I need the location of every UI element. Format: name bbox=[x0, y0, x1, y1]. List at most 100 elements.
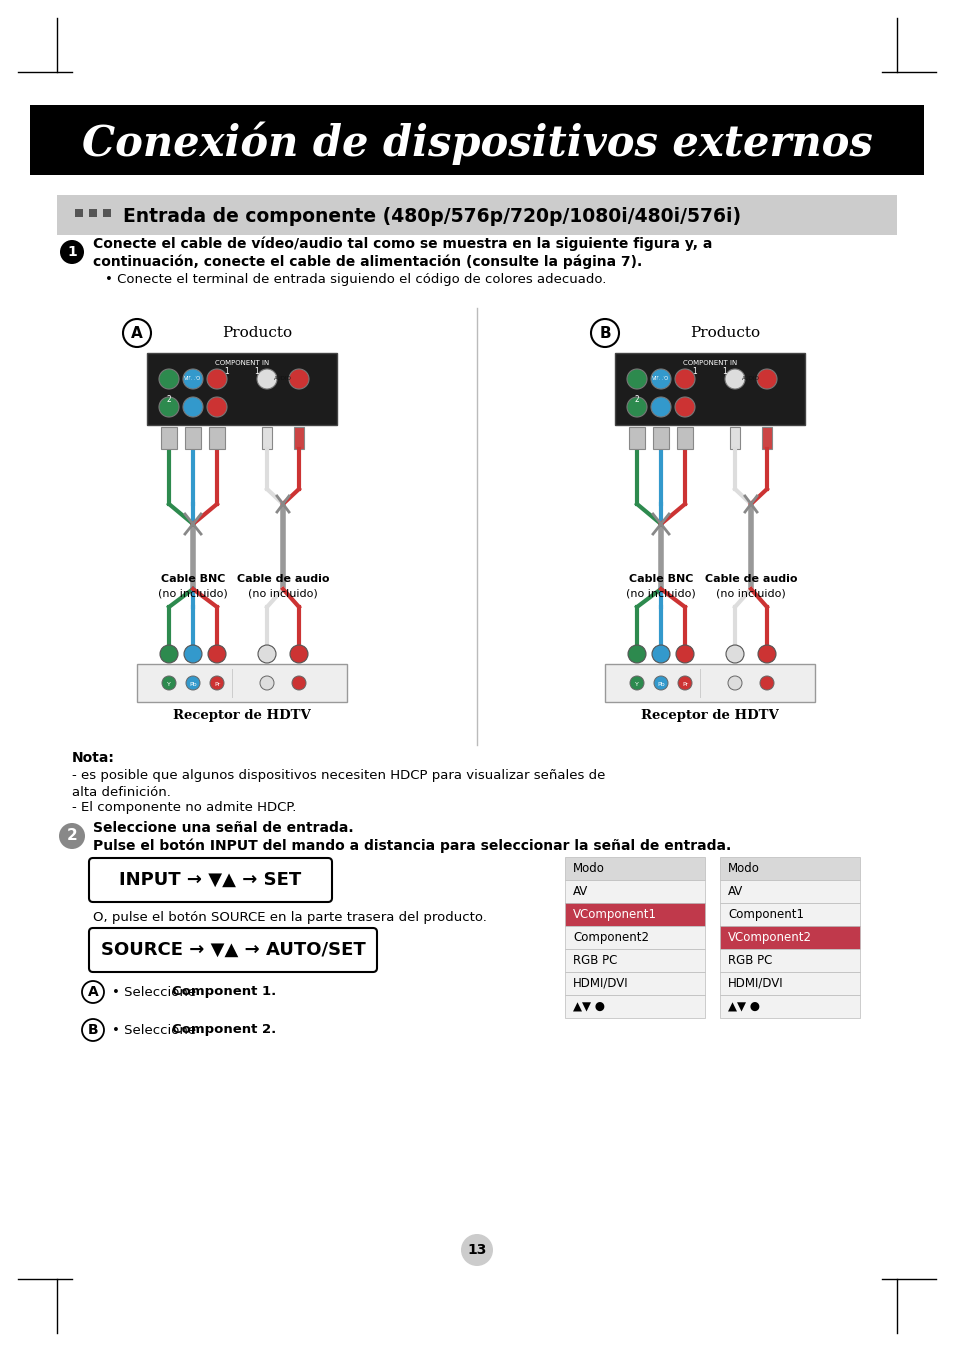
Circle shape bbox=[60, 240, 84, 263]
Text: HDMI/DVI: HDMI/DVI bbox=[727, 977, 782, 990]
Circle shape bbox=[183, 397, 203, 417]
Circle shape bbox=[159, 369, 179, 389]
Text: SOURCE → ▼▲ → AUTO/SET: SOURCE → ▼▲ → AUTO/SET bbox=[100, 942, 365, 959]
Circle shape bbox=[627, 644, 645, 663]
Text: RGB PC: RGB PC bbox=[573, 954, 617, 967]
Text: B: B bbox=[88, 1023, 98, 1038]
Text: COMPONENT IN: COMPONENT IN bbox=[682, 359, 737, 366]
Circle shape bbox=[629, 676, 643, 690]
Text: ▲▼ ●: ▲▼ ● bbox=[727, 1000, 760, 1013]
Text: HDMI/DVI: HDMI/DVI bbox=[573, 977, 628, 990]
Bar bbox=[75, 209, 83, 218]
Text: 2: 2 bbox=[67, 828, 77, 843]
Text: VIDEO: VIDEO bbox=[184, 377, 201, 381]
Bar bbox=[677, 427, 692, 449]
Text: O, pulse el botón SOURCE en la parte trasera del producto.: O, pulse el botón SOURCE en la parte tra… bbox=[92, 911, 486, 924]
Circle shape bbox=[290, 644, 308, 663]
Bar bbox=[147, 353, 336, 426]
Text: 1: 1 bbox=[254, 366, 259, 376]
Circle shape bbox=[654, 676, 667, 690]
Text: 2: 2 bbox=[167, 394, 172, 404]
Text: Component 1.: Component 1. bbox=[172, 985, 276, 998]
Bar bbox=[564, 971, 704, 994]
Text: AV: AV bbox=[727, 885, 742, 898]
Circle shape bbox=[207, 369, 227, 389]
Text: Conexión de dispositivos externos: Conexión de dispositivos externos bbox=[82, 122, 871, 165]
Bar bbox=[30, 105, 923, 176]
Text: 1: 1 bbox=[692, 366, 697, 376]
Text: Component1: Component1 bbox=[727, 908, 803, 921]
Text: COMPONENT IN: COMPONENT IN bbox=[214, 359, 269, 366]
Text: Seleccione una señal de entrada.: Seleccione una señal de entrada. bbox=[92, 821, 354, 835]
Circle shape bbox=[725, 644, 743, 663]
Text: Pr: Pr bbox=[681, 681, 687, 686]
Circle shape bbox=[59, 823, 85, 848]
Bar bbox=[720, 994, 859, 1019]
Text: A: A bbox=[131, 326, 143, 340]
Bar bbox=[761, 427, 771, 449]
Text: Cable de audio: Cable de audio bbox=[704, 574, 797, 584]
Bar bbox=[294, 427, 304, 449]
Circle shape bbox=[760, 676, 773, 690]
Text: Producto: Producto bbox=[689, 326, 760, 340]
Text: AUDIO: AUDIO bbox=[274, 377, 292, 381]
Text: Pb: Pb bbox=[657, 681, 664, 686]
Text: Modo: Modo bbox=[573, 862, 604, 875]
Text: 1: 1 bbox=[67, 245, 77, 259]
Circle shape bbox=[256, 369, 276, 389]
Text: ▲▼ ●: ▲▼ ● bbox=[573, 1000, 604, 1013]
Text: Component2: Component2 bbox=[573, 931, 648, 944]
Bar bbox=[103, 209, 111, 218]
Circle shape bbox=[207, 397, 227, 417]
Text: (no incluido): (no incluido) bbox=[716, 589, 785, 598]
Bar bbox=[262, 427, 272, 449]
Bar bbox=[209, 427, 225, 449]
Circle shape bbox=[257, 644, 275, 663]
Bar bbox=[720, 857, 859, 880]
Bar bbox=[604, 663, 814, 703]
Text: Cable BNC: Cable BNC bbox=[628, 574, 693, 584]
Text: 1: 1 bbox=[224, 366, 229, 376]
Text: Pr: Pr bbox=[213, 681, 220, 686]
Circle shape bbox=[186, 676, 200, 690]
Text: Receptor de HDTV: Receptor de HDTV bbox=[640, 709, 778, 723]
Text: (no incluido): (no incluido) bbox=[158, 589, 228, 598]
Text: Conecte el cable de vídeo/audio tal como se muestra en la siguiente figura y, a: Conecte el cable de vídeo/audio tal como… bbox=[92, 236, 712, 251]
Text: - es posible que algunos dispositivos necesiten HDCP para visualizar señales de: - es posible que algunos dispositivos ne… bbox=[71, 770, 605, 782]
Text: Modo: Modo bbox=[727, 862, 760, 875]
Circle shape bbox=[162, 676, 175, 690]
Circle shape bbox=[626, 369, 646, 389]
Bar bbox=[720, 902, 859, 925]
Text: alta definición.: alta definición. bbox=[71, 785, 171, 798]
Bar bbox=[564, 925, 704, 948]
Circle shape bbox=[675, 397, 695, 417]
Circle shape bbox=[626, 397, 646, 417]
Bar bbox=[564, 880, 704, 902]
Bar bbox=[564, 948, 704, 971]
Text: Component 2.: Component 2. bbox=[172, 1024, 276, 1036]
Circle shape bbox=[651, 644, 669, 663]
Circle shape bbox=[160, 644, 178, 663]
Text: - El componente no admite HDCP.: - El componente no admite HDCP. bbox=[71, 801, 296, 815]
Text: INPUT → ▼▲ → SET: INPUT → ▼▲ → SET bbox=[119, 871, 301, 889]
FancyBboxPatch shape bbox=[89, 928, 376, 971]
Text: 1: 1 bbox=[721, 366, 726, 376]
Bar bbox=[615, 353, 804, 426]
Circle shape bbox=[289, 369, 309, 389]
Circle shape bbox=[675, 369, 695, 389]
Bar bbox=[652, 427, 668, 449]
Bar bbox=[57, 195, 896, 235]
Circle shape bbox=[260, 676, 274, 690]
Text: AV: AV bbox=[573, 885, 588, 898]
Circle shape bbox=[159, 397, 179, 417]
Circle shape bbox=[757, 369, 776, 389]
Circle shape bbox=[184, 644, 202, 663]
Bar bbox=[185, 427, 201, 449]
Bar bbox=[137, 663, 347, 703]
Text: • Seleccione: • Seleccione bbox=[112, 1024, 200, 1036]
Circle shape bbox=[292, 676, 306, 690]
Text: Cable de audio: Cable de audio bbox=[236, 574, 329, 584]
Bar bbox=[628, 427, 644, 449]
Circle shape bbox=[678, 676, 691, 690]
Text: Pulse el botón INPUT del mando a distancia para seleccionar la señal de entrada.: Pulse el botón INPUT del mando a distanc… bbox=[92, 839, 731, 854]
